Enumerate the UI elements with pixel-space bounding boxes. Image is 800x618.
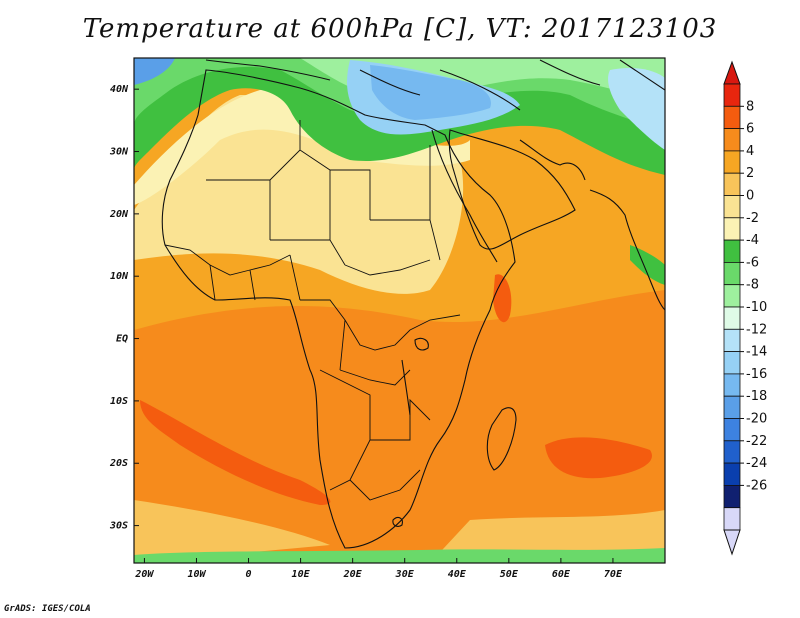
colorbar-swatch (723, 195, 741, 219)
colorbar-label: -22 (746, 434, 767, 449)
persian-gulf (519, 139, 586, 181)
colorbar-swatch (723, 328, 741, 352)
colorbar-swatch (723, 172, 741, 196)
country-borders-north (206, 120, 441, 276)
lon-tick-label: 60E (552, 569, 571, 580)
plot-frame (133, 57, 666, 564)
country-borders-west (164, 244, 301, 301)
lat-tick-label: 20S (109, 458, 128, 469)
lat-tick-label: EQ (116, 334, 128, 345)
lon-tick-label: 20W (134, 569, 154, 580)
lat-tick-label: 40N (110, 84, 129, 95)
field-red-patch-horn (493, 274, 512, 323)
colorbar-swatch (723, 284, 741, 308)
colorbar-swatch (723, 440, 741, 464)
lat-tick-label: 20N (109, 209, 129, 220)
colorbar-label: 6 (746, 122, 754, 137)
colorbar-swatch (723, 484, 741, 509)
colorbar-swatch (723, 351, 741, 375)
colorbar-swatch (723, 395, 741, 419)
field-red-patch-sw (140, 400, 331, 505)
colorbar-swatch (723, 462, 741, 486)
field-deep-orange-band (134, 290, 665, 560)
field-red-patch-se (545, 437, 652, 479)
colorbar-label: 2 (746, 166, 754, 181)
latitude-axis: 40N 30N 20N 10N EQ 10S 20S 30S (109, 84, 139, 532)
field-darker-blue-mediterranean (370, 65, 491, 120)
colorbar-label: -14 (746, 345, 767, 360)
lake-tanganyika (401, 359, 411, 416)
lon-tick-label: 10E (292, 569, 311, 580)
africa-coastline (161, 69, 516, 549)
colorbar-label: -4 (746, 233, 759, 248)
lon-tick-label: 30E (395, 569, 415, 580)
colorbar-label: 8 (746, 99, 754, 114)
colorbar-label: -12 (746, 322, 767, 337)
colorbar-swatch (723, 83, 741, 107)
field-green-south-edge (134, 548, 665, 563)
colorbar-swatch (723, 150, 741, 174)
country-borders-central (300, 299, 461, 501)
lon-tick-label: 0 (246, 569, 252, 580)
lon-tick-label: 50E (500, 569, 519, 580)
colorbar-label: -24 (746, 456, 767, 471)
lesotho (392, 516, 403, 527)
colorbar-label: 4 (746, 144, 754, 159)
longitude-axis: 20W 10W 0 10E 20E 30E 40E 50E 60E 70E (134, 558, 623, 580)
colorbar-label: -20 (746, 412, 767, 427)
madagascar-coastline (486, 407, 517, 471)
arabia-coastline (448, 129, 576, 250)
field-green-india (630, 245, 665, 285)
colorbar-swatch (723, 105, 741, 130)
colorbar-swatch (723, 507, 741, 531)
colorbar-swatch (723, 128, 741, 152)
colorbar-swatch (723, 306, 741, 330)
colorbar-label: -2 (746, 211, 759, 226)
lat-tick-label: 10S (110, 396, 128, 407)
colorbar-top-arrow (723, 60, 741, 85)
lat-tick-label: 30S (109, 521, 128, 532)
colorbar-label: -18 (746, 389, 767, 404)
colorbar-label: 0 (746, 189, 754, 204)
field-light-band-south (134, 500, 330, 563)
field-pale-yellow-band (134, 89, 470, 205)
colorbar-swatch (723, 373, 741, 397)
field-yellow-sahara (134, 95, 464, 294)
india-coastline (589, 189, 665, 311)
colorbar-label: -26 (746, 478, 767, 493)
lat-tick-label: 10N (110, 271, 129, 282)
grads-credit: GrADS: IGES/COLA (4, 604, 91, 614)
colorbar-swatch (723, 239, 741, 263)
europe-coastline (205, 59, 665, 111)
lake-victoria (414, 337, 429, 351)
colorbar-swatch (723, 217, 741, 241)
coastlines-and-borders (161, 59, 665, 549)
colorbar-swatch (723, 418, 741, 442)
colorbar-label: -8 (746, 278, 759, 293)
lon-tick-label: 10W (187, 569, 206, 580)
lon-tick-label: 70E (604, 569, 623, 580)
colorbar: 8 6 4 2 0 -2 -4 -6 -8 -10 -12 -14 -16 -18 -20 -22 -24 -26 (723, 60, 767, 556)
red-sea (431, 129, 498, 263)
colorbar-label: -10 (746, 300, 767, 315)
lat-tick-label: 30N (109, 147, 129, 158)
map-title: Temperature at 600hPa [C], VT: 201712310… (82, 14, 718, 44)
temperature-field (134, 58, 665, 563)
colorbar-label: -6 (746, 255, 759, 270)
colorbar-label: -16 (746, 367, 767, 382)
field-blue-northwest (134, 58, 175, 85)
colorbar-bottom-arrow (723, 529, 741, 556)
lon-tick-label: 40E (448, 569, 467, 580)
colorbar-swatch (723, 261, 741, 286)
field-cyan-northeast (608, 67, 665, 150)
lon-tick-label: 20E (343, 569, 363, 580)
